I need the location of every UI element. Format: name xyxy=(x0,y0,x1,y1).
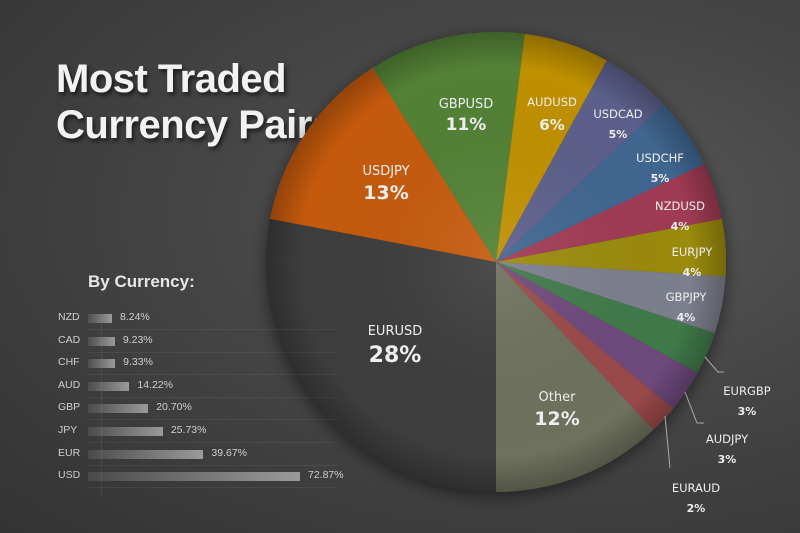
bar xyxy=(88,404,149,414)
grid-line xyxy=(87,442,337,443)
by-currency-header: By Currency: xyxy=(88,272,195,291)
pie-label-eurjpy: EURJPY xyxy=(672,245,714,259)
pie-label-nzdusd: NZDUSD xyxy=(655,199,705,213)
pie-label-gbpjpy: GBPJPY xyxy=(666,290,708,304)
pie-pct-usdjpy: 13% xyxy=(363,182,408,204)
pie-label-other: Other xyxy=(539,390,577,405)
pie-label-euraud: EURAUD xyxy=(672,481,720,495)
bar-row-aud: AUD 14.22% xyxy=(54,376,354,399)
pie-pct-eurjpy: 4% xyxy=(683,266,702,279)
bar-label: AUD xyxy=(58,378,81,391)
pie-pct-euraud: 2% xyxy=(687,502,706,515)
pie-pct-audusd: 6% xyxy=(539,116,564,134)
bar-label: NZD xyxy=(58,311,80,323)
bar xyxy=(88,314,112,323)
title-line-1: Most Traded xyxy=(56,57,287,101)
bar-label: CAD xyxy=(58,333,81,346)
bar-row-eur: EUR 39.67% xyxy=(54,444,354,467)
pie-pct-eurusd: 28% xyxy=(369,343,422,368)
bar xyxy=(88,472,300,482)
grid-line xyxy=(87,329,337,330)
pie-pct-usdcad: 5% xyxy=(609,128,628,141)
pie-label-gbpusd: GBPUSD xyxy=(439,97,494,112)
bar-label: CHF xyxy=(58,356,80,369)
grid-line xyxy=(87,487,337,489)
pie-pct-audjpy: 3% xyxy=(718,453,737,466)
bar-label: USD xyxy=(58,469,81,482)
bar-label: GBP xyxy=(58,401,81,414)
pie-pct-usdchf: 5% xyxy=(651,172,670,185)
bar xyxy=(88,336,115,346)
pie-pct-eurgbp: 3% xyxy=(738,405,757,418)
pie-label-eurusd: EURUSD xyxy=(368,324,423,339)
bar-row-cad: CAD 9.23% xyxy=(54,331,354,354)
leader-lines xyxy=(664,356,724,469)
pie-label-usdjpy: USDJPY xyxy=(362,164,409,179)
pie-pct-gbpjpy: 4% xyxy=(677,311,696,324)
bar-row-chf: CHF 9.33% xyxy=(54,353,354,376)
bar-value: 25.73% xyxy=(170,424,207,436)
grid-line xyxy=(87,419,337,421)
bar-value: 39.67% xyxy=(211,446,248,459)
pie-label-audjpy: AUDJPY xyxy=(706,432,749,446)
pie-label-eurgbp: EURGBP xyxy=(723,384,770,398)
bar-row-jpy: JPY 25.73% xyxy=(54,421,354,444)
bar-value: 20.70% xyxy=(156,401,192,414)
bar xyxy=(88,449,204,459)
bar-row-gbp: GBP 20.70% xyxy=(54,398,354,421)
bar-value: 9.23% xyxy=(122,333,153,346)
bar-value: 14.22% xyxy=(137,378,173,391)
bar-label: EUR xyxy=(58,446,81,459)
bar-row-usd: USD 72.87% xyxy=(54,466,354,489)
bar-row-nzd: NZD 8.24% xyxy=(54,308,354,331)
pie-pct-nzdusd: 4% xyxy=(671,220,690,233)
bar-label: JPY xyxy=(58,424,78,436)
bar xyxy=(88,381,130,391)
grid-line xyxy=(87,464,337,466)
bar xyxy=(88,427,163,436)
grid-line xyxy=(87,374,337,376)
grid-line xyxy=(87,396,337,398)
pie-pct-other: 12% xyxy=(534,408,579,430)
bar-value: 9.33% xyxy=(123,356,153,369)
grid-line xyxy=(87,351,337,353)
bar-value: 8.24% xyxy=(119,311,150,323)
pie-pct-gbpusd: 11% xyxy=(446,115,487,135)
bar-value: 72.87% xyxy=(308,469,344,482)
pie-label-usdchf: USDCHF xyxy=(636,151,684,165)
pie-label-audusd: AUDUSD xyxy=(527,95,577,109)
pie-label-usdcad: USDCAD xyxy=(593,107,642,121)
bar xyxy=(88,359,116,369)
